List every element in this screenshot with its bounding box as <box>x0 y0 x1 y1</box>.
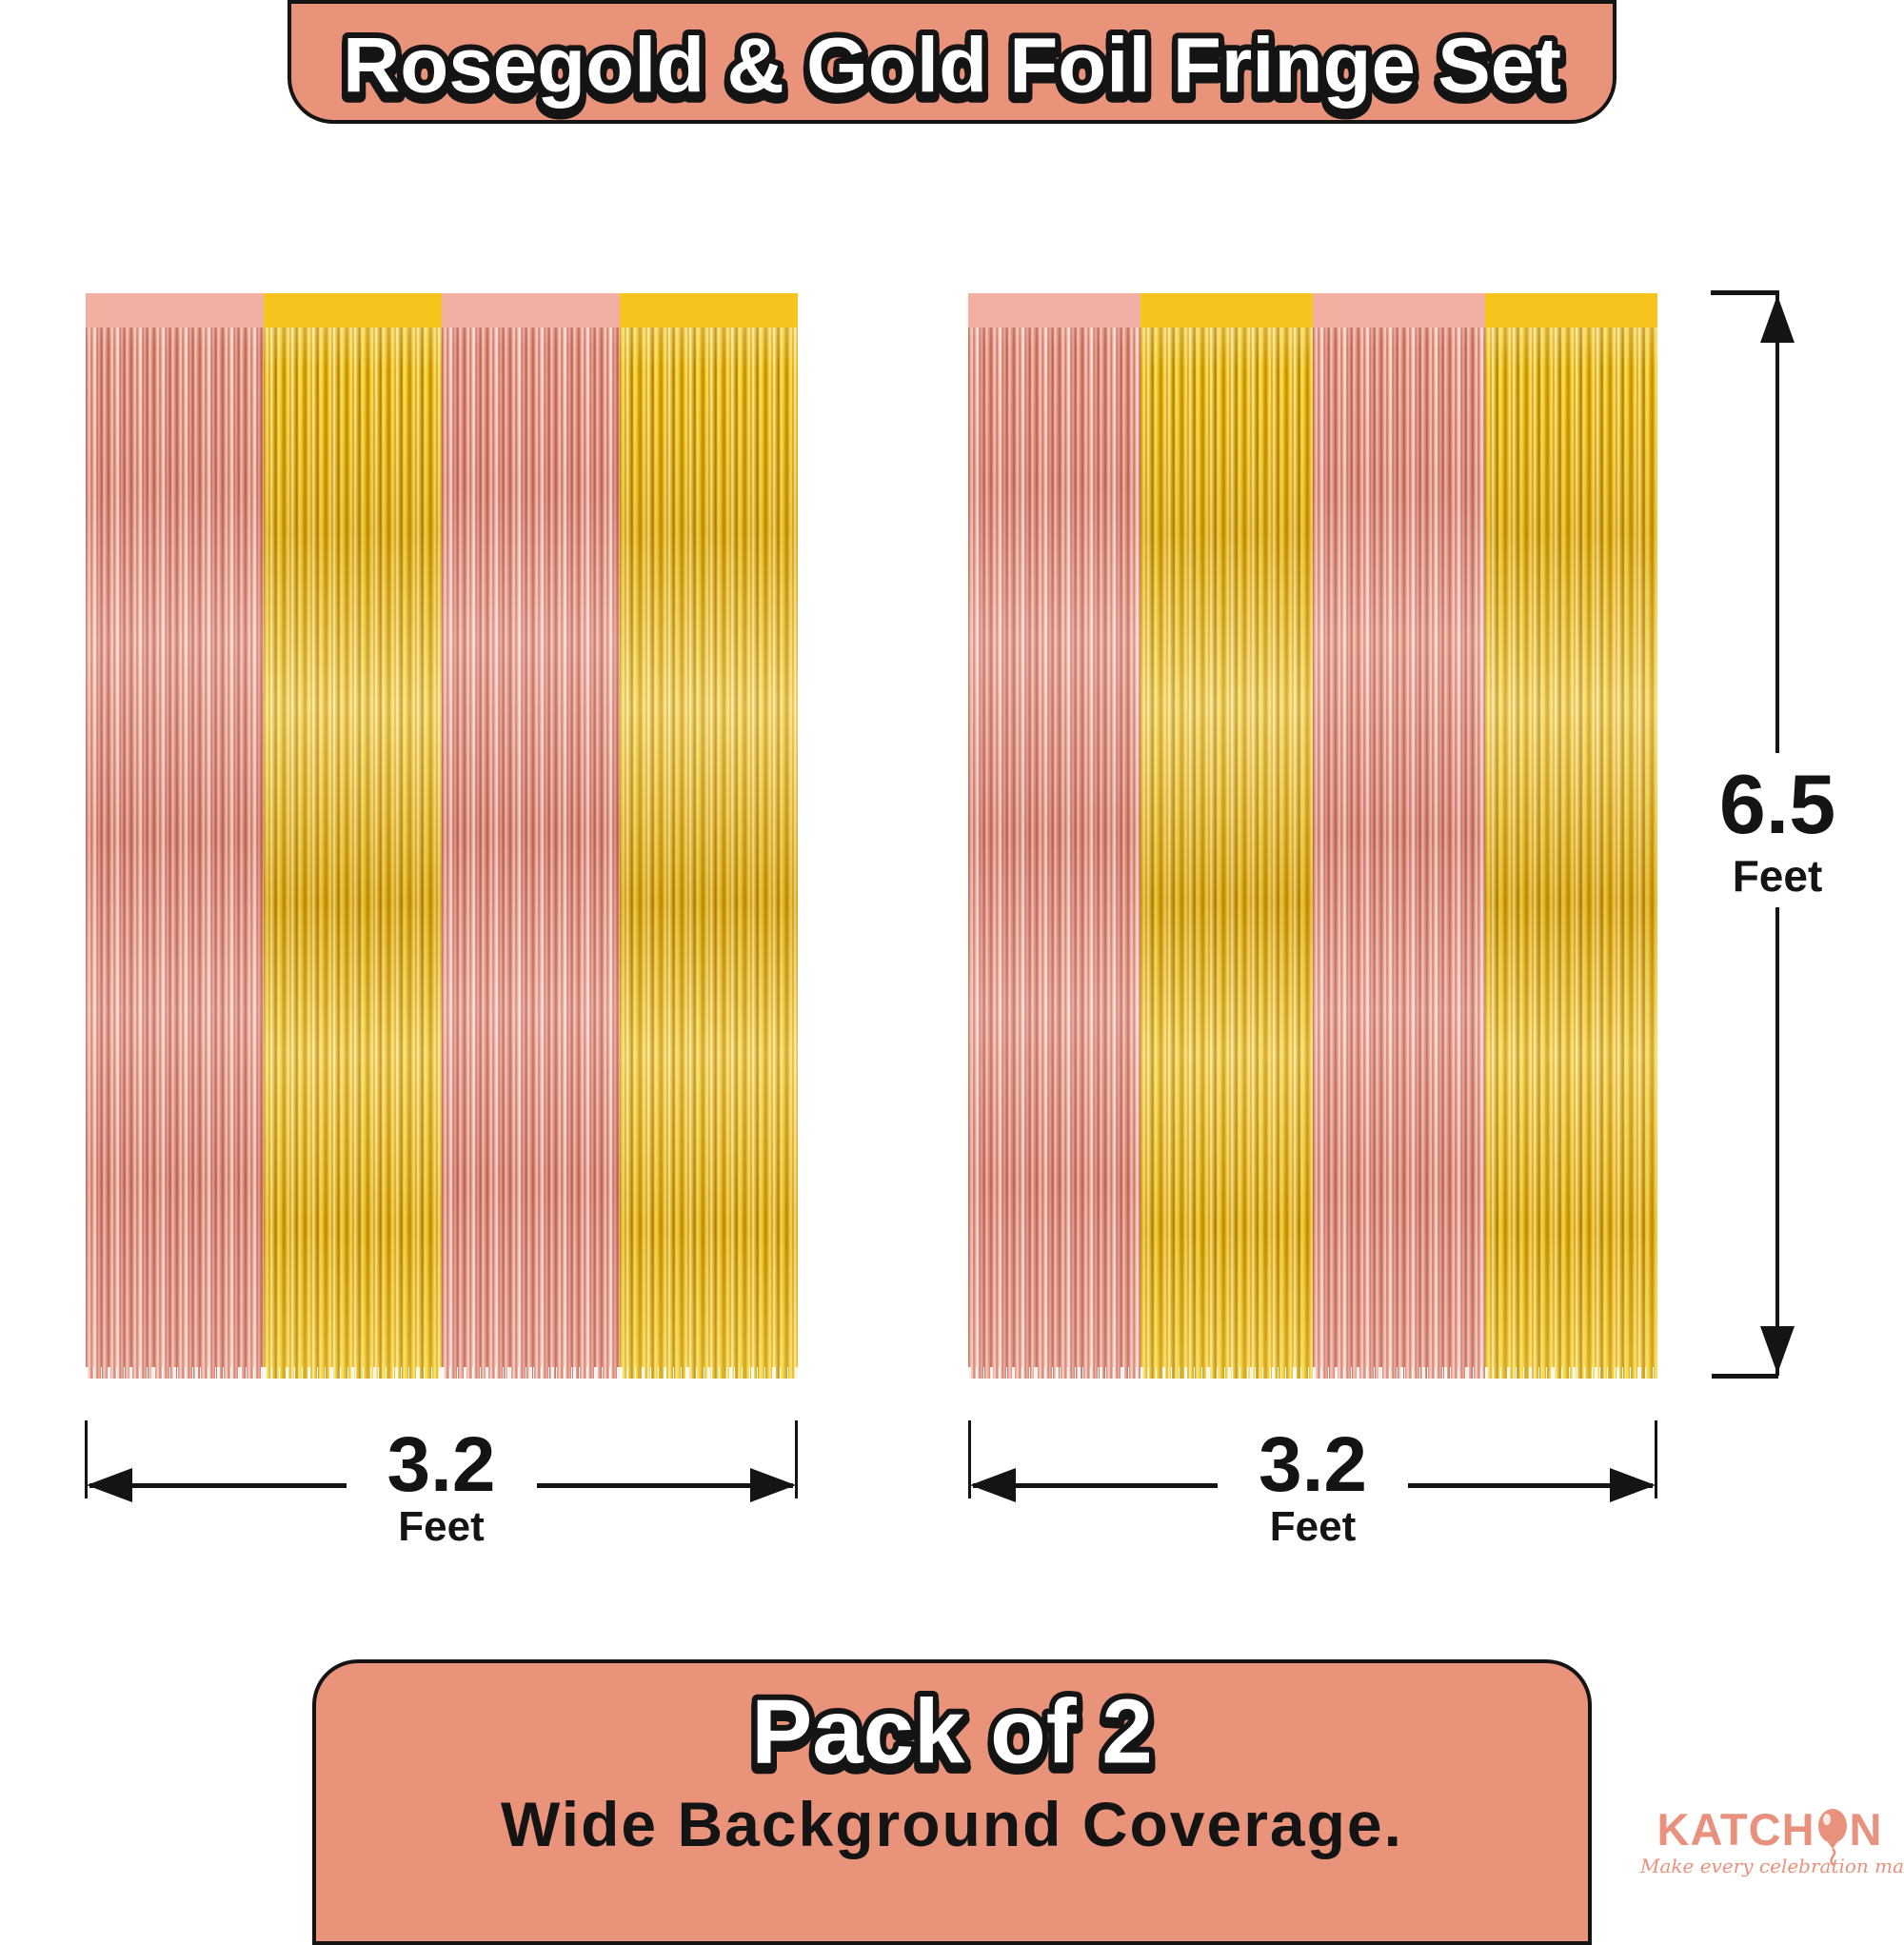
pack-banner-text-art: Pack of 2 Pack of 2 <box>745 1676 1160 1795</box>
dimension-line <box>1775 907 1779 1376</box>
dimension-end-tick <box>968 1420 971 1498</box>
arrow-right-icon <box>750 1468 796 1502</box>
width-value: 3.2 <box>387 1421 496 1508</box>
foil-curtain-2 <box>968 293 1657 1379</box>
brand-tagline: Make every celebration magical <box>1640 1855 1904 1877</box>
katchon-logo: KATCH N Make every celebration magical <box>1640 1804 1904 1877</box>
arrow-up-icon <box>1760 295 1795 343</box>
width-dimension-left: 3.2 Feet <box>85 1420 798 1563</box>
dimension-end-tick <box>1711 290 1779 295</box>
rosegold-top-band <box>968 293 1140 327</box>
dimension-line <box>89 1483 347 1488</box>
width-dimension-right: 3.2 Feet <box>968 1420 1657 1563</box>
gold-foil-stripe <box>620 293 798 1379</box>
arrow-right-icon <box>1610 1468 1656 1502</box>
rosegold-foil-stripe <box>86 293 264 1379</box>
gold-foil-stripe <box>1485 293 1657 1379</box>
arrow-left-icon <box>970 1468 1016 1502</box>
width-unit: Feet <box>1269 1503 1357 1550</box>
gold-top-band <box>1140 293 1313 327</box>
balloon-icon <box>1817 1809 1847 1866</box>
dimension-end-tick <box>85 1420 88 1498</box>
pack-title-shadow: Pack of 2 <box>751 1686 1153 1788</box>
dimension-end-tick <box>1712 1374 1778 1379</box>
dimension-end-tick <box>795 1420 798 1498</box>
product-image: Rosegold & Gold Foil Fringe Set Rosegold… <box>85 0 1904 1945</box>
height-value: 6.5 <box>1718 757 1836 851</box>
title-banner-text-art: Rosegold & Gold Foil Fringe Set Rosegold… <box>337 16 1568 120</box>
gold-top-band <box>1485 293 1657 327</box>
height-dimension: 6.5 Feet <box>1709 290 1880 1379</box>
pack-title: Pack of 2 <box>751 1681 1153 1783</box>
rosegold-top-band <box>86 293 264 327</box>
arrow-left-icon <box>87 1468 132 1502</box>
brand-prefix: KATCH <box>1656 1804 1815 1855</box>
dimension-line <box>1775 293 1779 753</box>
product-image-canvas: { "colors": { "salmon": "#e8937a", "ink"… <box>85 0 1904 1945</box>
pack-banner: Pack of 2 Pack of 2 Wide Background Cove… <box>312 1659 1592 1945</box>
arrow-down-icon <box>1760 1326 1795 1374</box>
rosegold-top-band <box>1313 293 1485 327</box>
height-unit: Feet <box>1732 851 1823 901</box>
gold-top-band <box>620 293 798 327</box>
brand-suffix: N <box>1849 1804 1883 1855</box>
brand-name: KATCH N <box>1640 1804 1899 1866</box>
dimension-line <box>1408 1483 1653 1488</box>
width-unit: Feet <box>398 1503 485 1550</box>
title-banner: Rosegold & Gold Foil Fringe Set Rosegold… <box>288 0 1616 124</box>
dimension-end-tick <box>1655 1420 1657 1498</box>
gold-foil-stripe <box>1140 293 1313 1379</box>
rosegold-foil-stripe <box>1313 293 1485 1379</box>
rosegold-top-band <box>442 293 620 327</box>
rosegold-foil-stripe <box>968 293 1140 1379</box>
width-value: 3.2 <box>1259 1421 1367 1508</box>
product-title-shadow: Rosegold & Gold Foil Fringe Set <box>343 27 1561 113</box>
pack-subtitle: Wide Background Coverage. <box>501 1789 1403 1859</box>
foil-curtain-1 <box>86 293 798 1379</box>
gold-foil-stripe <box>264 293 442 1379</box>
product-title: Rosegold & Gold Foil Fringe Set <box>343 22 1561 109</box>
rosegold-foil-stripe <box>442 293 620 1379</box>
dimension-line <box>973 1483 1218 1488</box>
gold-top-band <box>264 293 442 327</box>
dimension-line <box>536 1483 793 1488</box>
